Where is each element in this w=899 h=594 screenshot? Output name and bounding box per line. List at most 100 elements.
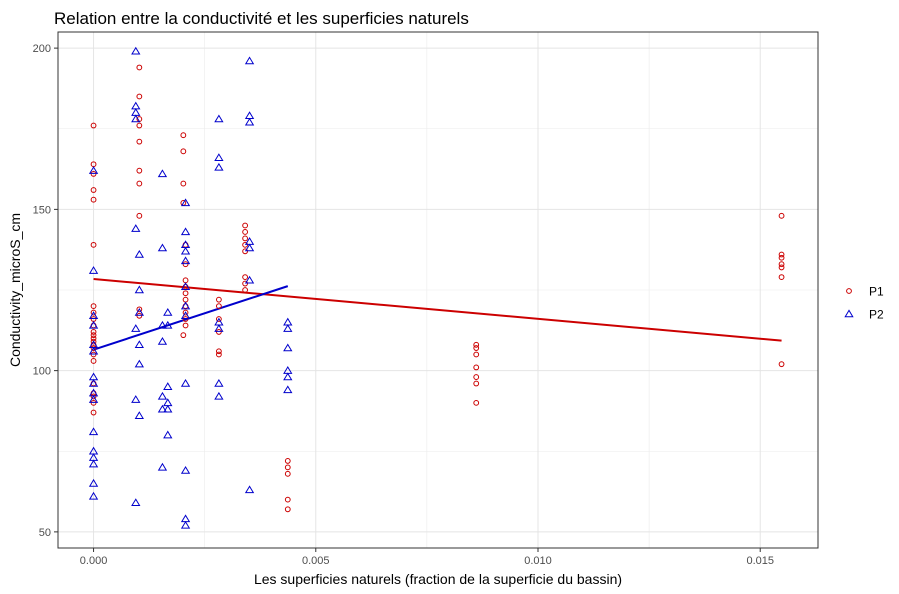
y-axis-label: Conductivity_microS_cm [7, 213, 23, 367]
data-point-p2 [283, 324, 293, 332]
data-point-p1 [90, 338, 97, 345]
data-point-p2 [163, 320, 173, 329]
data-point-p1 [242, 274, 249, 281]
data-point-p1 [473, 380, 480, 387]
plot-panel-border [57, 31, 819, 549]
data-point-p2 [88, 491, 99, 500]
data-point-p1 [90, 393, 97, 400]
x-tick-label: 0.005 [302, 555, 330, 567]
data-point-p2 [88, 166, 99, 174]
data-point-p2 [157, 243, 168, 252]
data-point-p1 [136, 212, 143, 219]
data-point-p2 [180, 198, 191, 207]
data-point-p1 [90, 399, 97, 406]
data-point-p1 [242, 229, 249, 235]
data-point-p1 [136, 312, 143, 319]
data-point-p2 [88, 395, 99, 403]
data-point-p2 [244, 117, 255, 126]
data-point-p2 [131, 114, 141, 123]
data-point-p2 [214, 162, 224, 171]
data-point-p2 [180, 311, 191, 319]
data-point-p1 [778, 254, 785, 261]
data-point-p2 [134, 340, 144, 349]
data-point-p1 [180, 132, 187, 139]
data-point-p1 [242, 248, 249, 255]
y-tick-label: 150 [33, 204, 51, 216]
data-point-p1 [182, 261, 189, 268]
data-point-p1 [242, 235, 249, 242]
data-point-p2 [163, 308, 173, 316]
data-point-p1 [242, 280, 249, 287]
data-point-p1 [284, 496, 291, 503]
data-point-p1 [778, 261, 785, 268]
grid-lines [58, 32, 818, 548]
data-point-p1 [778, 361, 785, 368]
axis-ticks: 0.000 0.005 0.010 0.015 50 100 150 200 [33, 43, 774, 567]
data-point-p2 [283, 372, 293, 381]
x-tick-label: 0.010 [524, 555, 552, 567]
data-point-p2 [88, 311, 99, 319]
data-point-p2 [88, 266, 99, 274]
y-tick-label: 200 [33, 43, 51, 55]
legend: P1 P2 [844, 285, 884, 322]
x-tick-label: 0.015 [746, 555, 774, 567]
data-point-p2 [214, 378, 224, 387]
data-point-p1 [778, 251, 785, 258]
data-points [88, 46, 785, 529]
data-point-p1 [182, 322, 189, 329]
data-point-p2 [163, 430, 173, 439]
data-point-p1 [473, 399, 480, 406]
data-point-p1 [778, 264, 785, 271]
data-point-p2 [214, 324, 224, 332]
legend-key-p2 [844, 309, 854, 318]
data-point-p1 [90, 309, 97, 316]
data-point-p2 [214, 391, 224, 400]
legend-key-p1 [846, 288, 852, 294]
data-point-p2 [131, 498, 141, 507]
data-point-p1 [136, 306, 143, 313]
data-point-p1 [136, 180, 143, 187]
data-point-p2 [88, 346, 99, 355]
data-point-p1 [215, 316, 222, 322]
data-point-p2 [244, 56, 255, 65]
data-point-p2 [131, 46, 141, 55]
data-point-p2 [134, 249, 144, 258]
data-point-p1 [778, 274, 785, 281]
data-point-p1 [778, 212, 785, 219]
data-point-p1 [473, 345, 480, 351]
data-point-p1 [90, 351, 97, 358]
data-point-p1 [215, 296, 222, 303]
data-point-p1 [90, 303, 97, 310]
data-point-p2 [88, 478, 99, 487]
data-point-p1 [90, 329, 97, 335]
data-point-p1 [180, 180, 187, 187]
data-point-p2 [180, 378, 191, 387]
y-tick-label: 50 [39, 527, 51, 539]
data-point-p2 [180, 520, 191, 529]
data-point-p1 [180, 148, 187, 155]
data-point-p2 [88, 459, 99, 468]
data-point-p1 [90, 241, 97, 248]
trend-lines [93, 278, 782, 351]
data-point-p2 [283, 385, 293, 394]
data-point-p1 [284, 470, 291, 477]
data-point-p1 [242, 241, 249, 248]
data-point-p1 [90, 345, 97, 351]
data-point-p1 [136, 138, 143, 145]
data-point-p1 [215, 329, 222, 335]
data-point-p1 [242, 287, 249, 293]
data-point-p2 [131, 395, 141, 403]
data-point-p1 [90, 171, 97, 177]
data-point-p1 [180, 332, 187, 339]
data-point-p2 [157, 404, 168, 413]
data-point-p1 [215, 351, 222, 358]
data-point-p2 [180, 246, 191, 255]
data-point-p2 [157, 320, 168, 329]
data-point-p1 [90, 196, 97, 203]
data-point-p2 [180, 256, 191, 265]
data-point-p1 [90, 358, 97, 364]
trend-line-p1 [93, 278, 782, 342]
data-point-p1 [90, 122, 97, 129]
